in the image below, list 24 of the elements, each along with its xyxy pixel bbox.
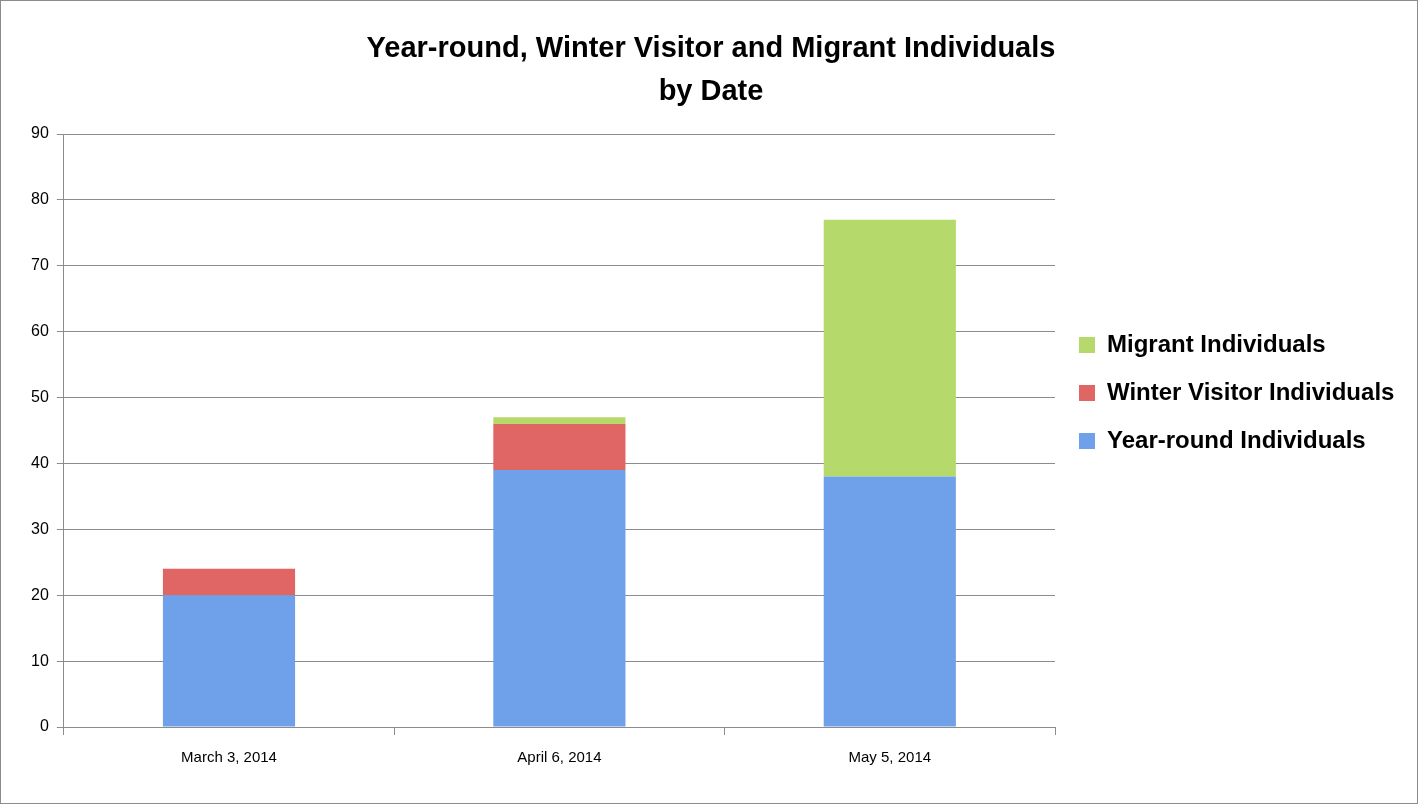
y-tick-label: 70	[31, 256, 49, 274]
y-tick-label: 10	[31, 651, 49, 669]
legend-label: Winter Visitor Individuals	[1107, 377, 1395, 405]
bar	[493, 423, 626, 471]
y-tick-label: 30	[31, 519, 49, 537]
y-tick-label: 0	[39, 717, 49, 735]
y-tick-label: 80	[31, 190, 49, 208]
bar	[823, 219, 956, 477]
legend-label: Year-round Individuals	[1107, 425, 1366, 453]
y-tick-label: 90	[31, 124, 49, 142]
bar	[162, 595, 296, 727]
y-tick-label: 60	[31, 322, 49, 340]
x-tick-label: May 5, 2014	[848, 748, 932, 766]
bar	[493, 470, 626, 727]
bar	[162, 568, 296, 596]
y-tick-label: 50	[31, 387, 49, 405]
legend-label: Migrant Individuals	[1107, 329, 1326, 357]
bar	[823, 476, 956, 727]
x-tick-label: April 6, 2014	[517, 748, 602, 766]
bar	[493, 417, 626, 424]
y-tick-label: 20	[31, 585, 49, 603]
chart-title: Year-round, Winter Visitor and Migrant Individuals by Date	[366, 30, 1056, 107]
x-tick-label: March 3, 2014	[181, 748, 277, 766]
y-tick-label: 40	[31, 453, 49, 471]
